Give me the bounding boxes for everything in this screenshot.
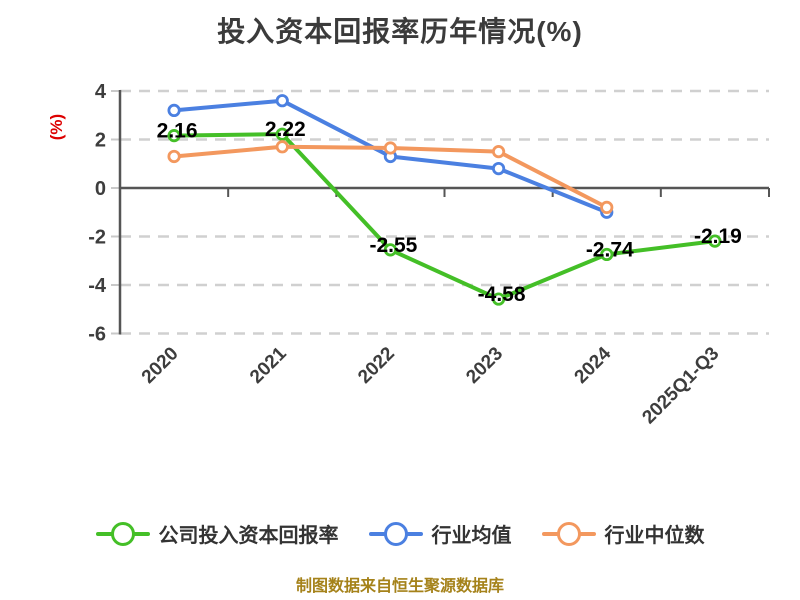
data-point-label: -2.19 xyxy=(694,225,742,248)
x-tick-label: 2024 xyxy=(571,343,616,388)
y-tick-label: 4 xyxy=(95,81,107,103)
y-tick-label: 2 xyxy=(95,130,106,152)
y-tick-label: -2 xyxy=(88,227,106,249)
industry-average-line-marker-icon xyxy=(368,520,423,548)
data-point xyxy=(491,162,506,176)
x-tick-label: 2022 xyxy=(354,343,399,388)
company-roic-line-marker-icon xyxy=(95,520,150,548)
data-point-label: -2.74 xyxy=(586,238,634,261)
data-point xyxy=(275,127,289,141)
data-point xyxy=(275,140,289,154)
data-point xyxy=(167,129,181,143)
data-point-label: -2.55 xyxy=(369,234,417,257)
data-point xyxy=(167,149,181,164)
data-point xyxy=(383,243,398,257)
data-point-label: 2.16 xyxy=(157,120,198,143)
legend-label: 公司投入资本回报率 xyxy=(158,525,339,547)
data-point xyxy=(275,94,289,108)
data-point xyxy=(708,234,722,248)
data-point xyxy=(600,200,614,214)
series-line-0 xyxy=(172,132,717,302)
chart-title: 投入资本回报率历年情况(%) xyxy=(217,16,583,47)
legend: 公司投入资本回报率 行业均值 行业中位数 xyxy=(0,519,800,548)
y-tick-label: -4 xyxy=(88,275,107,297)
data-point xyxy=(167,103,181,118)
legend-item-company-roic[interactable]: 公司投入资本回报率 xyxy=(95,519,339,548)
industry-median-line-marker-icon xyxy=(541,520,596,548)
legend-item-industry-median[interactable]: 行业中位数 xyxy=(541,519,705,548)
legend-label: 行业中位数 xyxy=(604,525,705,547)
data-point xyxy=(383,141,398,155)
x-tick-label: 2020 xyxy=(138,343,183,388)
y-tick-label: 0 xyxy=(95,178,106,200)
legend-item-industry-average[interactable]: 行业均值 xyxy=(368,519,512,548)
x-tick-label: 2025Q1-Q3 xyxy=(638,343,723,428)
data-source-caption: 制图数据来自恒生聚源数据库 xyxy=(295,578,504,595)
x-tick-label: 2021 xyxy=(246,343,291,388)
data-point-label: -4.58 xyxy=(478,283,526,306)
x-tick-label: 2023 xyxy=(462,343,507,388)
data-point xyxy=(600,247,614,262)
data-point xyxy=(491,145,506,159)
data-point xyxy=(491,292,506,306)
y-tick-label: -6 xyxy=(88,324,106,346)
data-point-label: 2.22 xyxy=(265,118,306,141)
legend-label: 行业均值 xyxy=(431,525,512,547)
